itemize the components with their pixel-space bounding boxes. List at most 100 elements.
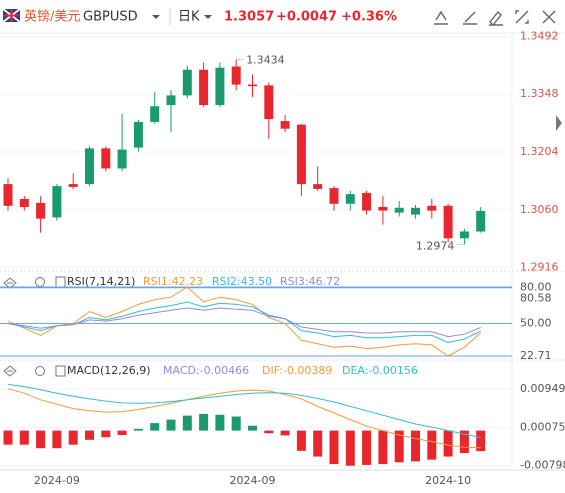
macd-bar	[443, 430, 453, 457]
instrument-name[interactable]: 英镑/美元	[24, 9, 80, 25]
close-icon[interactable]	[542, 10, 556, 24]
y-tick-label: 0.00075	[520, 420, 565, 433]
flag-cross-red	[3, 9, 20, 22]
macd-bar	[199, 413, 209, 431]
legend-entry: RSI3:46.72	[280, 275, 340, 288]
candle-body	[313, 184, 323, 189]
change-percent: +0.36%	[341, 10, 397, 25]
dropdown-arrow[interactable]	[152, 15, 160, 19]
macd-bar	[101, 430, 111, 438]
indicator-line	[7, 388, 481, 449]
annotation: 1.2974	[416, 239, 455, 252]
settings-icon[interactable]	[35, 366, 45, 376]
collapse-icon[interactable]	[3, 277, 17, 289]
y-tick-label: -0.00798	[520, 459, 565, 472]
candle-body	[199, 69, 209, 106]
legend-entry: MACD:-0.00466	[163, 364, 249, 377]
candle-body	[378, 206, 388, 211]
candle-body	[394, 207, 404, 213]
macd-bar	[248, 425, 257, 431]
y-tick-label: 80.00	[520, 281, 552, 294]
candle-body	[215, 67, 225, 106]
candle-body	[459, 231, 469, 239]
candle-body	[443, 205, 453, 239]
candle-body	[411, 207, 420, 215]
candle-body	[264, 85, 274, 120]
legend-entry: RSI2:43.50	[212, 275, 272, 288]
macd-bar	[362, 430, 372, 465]
candle-body	[166, 95, 176, 106]
macd-bar	[85, 430, 94, 440]
macd-bar	[133, 428, 143, 431]
macd-bar	[68, 430, 78, 445]
indicator-icon[interactable]	[55, 276, 66, 288]
dropdown-arrow[interactable]	[204, 15, 212, 19]
period[interactable]: 日K	[178, 10, 200, 25]
macd-bar	[378, 430, 388, 465]
macd-bar	[476, 430, 486, 452]
macd-bar	[19, 430, 29, 445]
macd-bar	[182, 415, 192, 431]
instrument-code[interactable]: GBPUSD	[83, 10, 138, 25]
indicator-title: MACD(12,26,9)	[67, 364, 151, 377]
candle-body	[68, 184, 78, 187]
candle-body	[52, 186, 62, 218]
macd-bar	[150, 423, 160, 431]
macd-bar	[52, 430, 62, 449]
header: 英镑/美元 GBPUSD 日K 1.3057 +0.0047 +0.36%	[2, 8, 556, 27]
candle-body	[101, 148, 111, 169]
candle-body	[19, 198, 29, 207]
macd-bar	[459, 430, 469, 454]
candle-body	[133, 121, 143, 148]
y-tick-label: 1.3060	[520, 203, 559, 216]
macd-bar	[345, 430, 355, 466]
macd-bar	[394, 430, 404, 463]
y-tick-label: 1.3348	[520, 87, 559, 100]
line-tool-icon[interactable]	[463, 11, 477, 25]
candle-body	[231, 66, 241, 85]
candle-body	[248, 84, 257, 87]
candle-body	[296, 124, 306, 185]
x-tick-label: 2024-09	[34, 474, 80, 487]
candle-body	[362, 192, 372, 211]
candle-body	[182, 69, 192, 96]
macd-bar	[3, 430, 13, 445]
candle-body	[329, 188, 339, 204]
candle-body	[427, 205, 437, 211]
indicator-line	[7, 286, 482, 357]
macd-bar	[280, 430, 290, 436]
y-tick-label: 80.58	[520, 292, 552, 305]
macd-bar	[231, 416, 241, 431]
macd-bar	[117, 430, 127, 435]
indicator-title: RSI(7,14,21)	[67, 275, 135, 288]
candle-body	[150, 106, 160, 122]
candle-body	[117, 149, 127, 169]
macd-bar	[296, 430, 306, 451]
y-tick-label: 1.3492	[520, 29, 559, 42]
expand-icon[interactable]	[515, 10, 529, 24]
price: 1.3057	[224, 10, 274, 25]
y-tick-label: 22.71	[520, 349, 552, 362]
indicator-line	[7, 307, 481, 338]
annotation: 1.3434	[246, 54, 285, 67]
side-toggle[interactable]	[556, 115, 562, 131]
macd-bar	[264, 430, 274, 434]
candle-body	[36, 202, 46, 219]
collapse-icon[interactable]	[3, 365, 17, 377]
indicator-line	[7, 301, 481, 344]
candle-body	[85, 148, 94, 185]
candle-body	[280, 121, 290, 129]
candle-body	[3, 184, 13, 206]
macd-bar	[313, 430, 323, 457]
change: +0.0047	[276, 10, 337, 25]
macd-bar	[411, 430, 420, 462]
y-tick-label: 1.2916	[520, 261, 559, 274]
macd-bar	[427, 430, 437, 460]
brush-icon[interactable]	[489, 10, 503, 27]
indicator-icon[interactable]	[55, 365, 66, 377]
draw-tool-icon[interactable]	[434, 10, 448, 25]
x-tick-label: 2024-10	[425, 474, 471, 487]
macd-bar	[166, 419, 176, 431]
settings-icon[interactable]	[35, 277, 45, 287]
